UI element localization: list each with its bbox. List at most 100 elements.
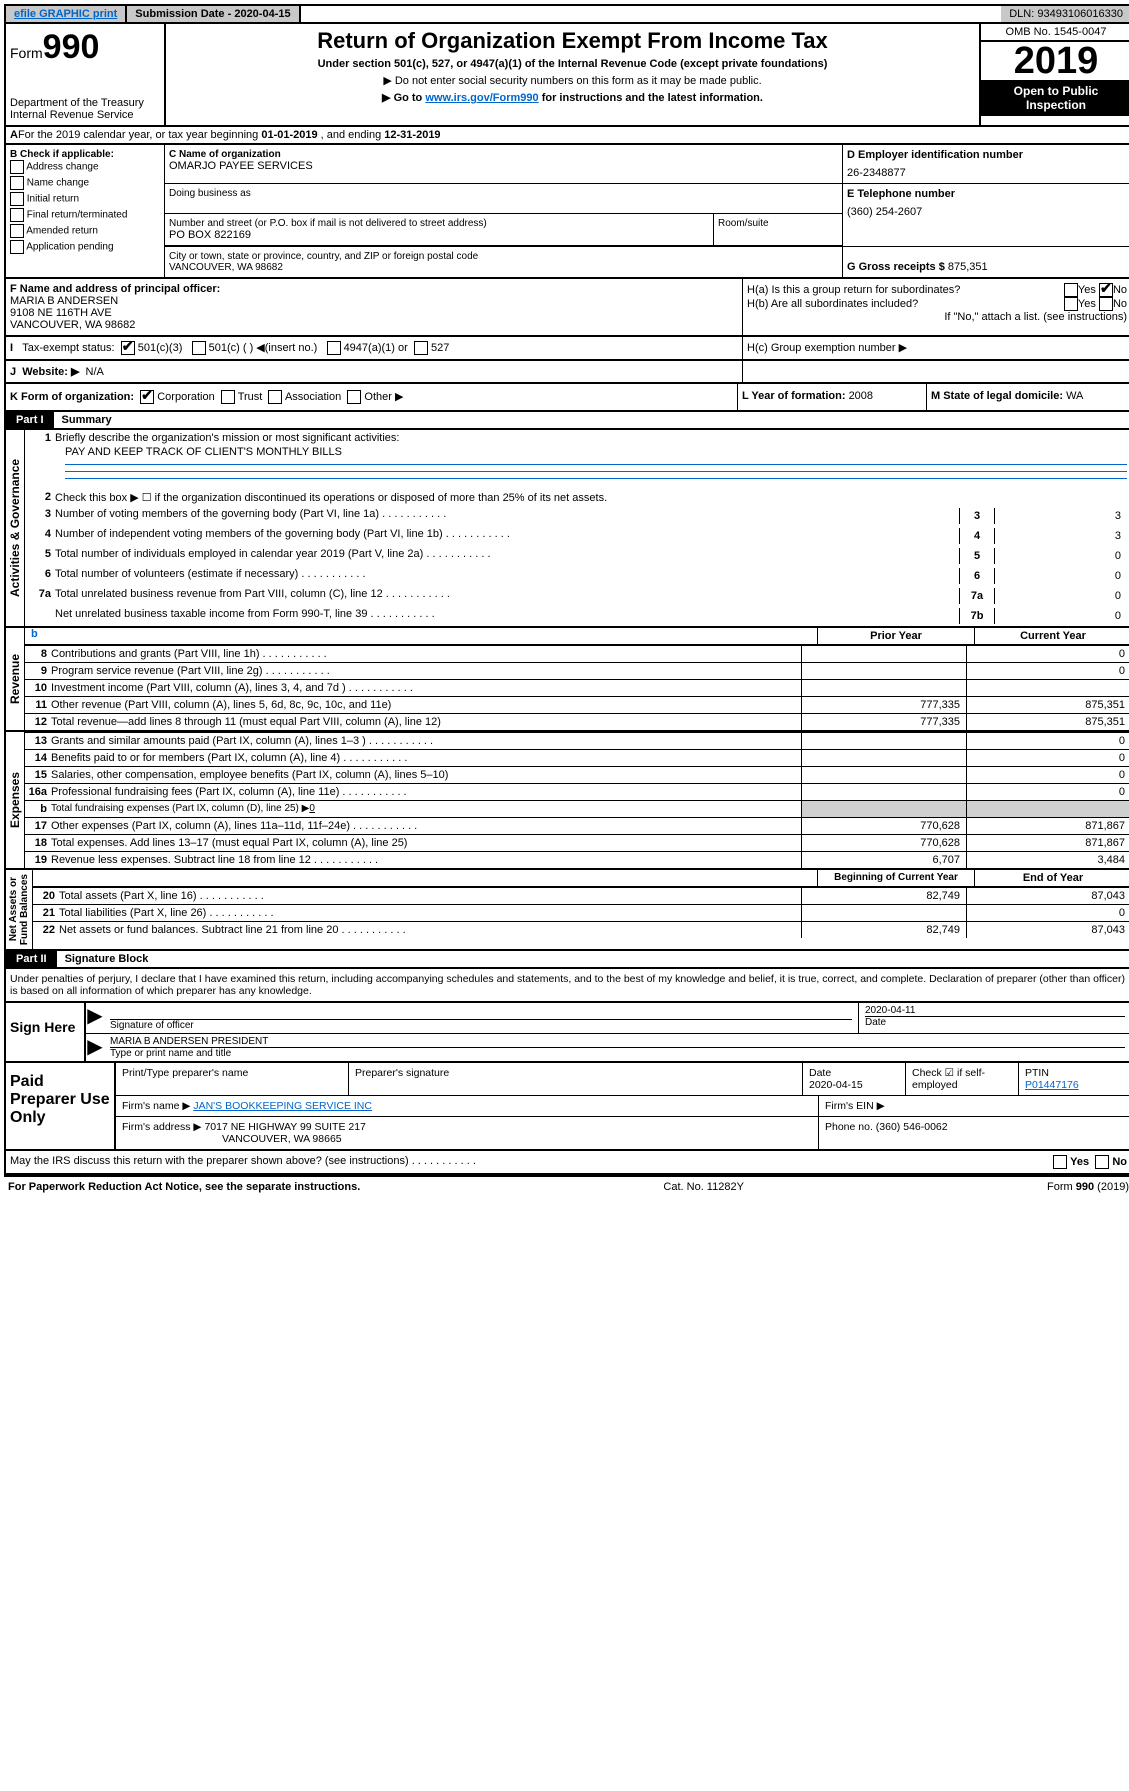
n22p: 82,749 <box>801 922 966 938</box>
l22: Net assets or fund balances. Subtract li… <box>59 922 801 938</box>
val-5: 0 <box>995 548 1127 564</box>
street-label: Number and street (or P.O. box if mail i… <box>169 218 709 229</box>
hdr-begin: Beginning of Current Year <box>817 870 974 886</box>
firm-addr2: VANCOUVER, WA 98665 <box>222 1133 342 1145</box>
dln: DLN: 93493106016330 <box>1001 6 1129 22</box>
f-label: F Name and address of principal officer: <box>10 283 738 295</box>
part2-title: Signature Block <box>57 951 157 967</box>
cb-ha-no[interactable] <box>1099 283 1113 297</box>
sign-arrow-icon-2: ▶ <box>86 1034 104 1061</box>
cb-hb-no[interactable] <box>1099 297 1113 311</box>
ha-label: H(a) Is this a group return for subordin… <box>747 284 960 296</box>
cb-initial-return[interactable] <box>10 192 24 206</box>
r11p: 777,335 <box>801 697 966 713</box>
line7b-text: Net unrelated business taxable income fr… <box>55 608 959 620</box>
sig-label: Signature of officer <box>110 1020 194 1031</box>
ptin-link[interactable]: P01447176 <box>1025 1079 1079 1091</box>
f-addr2: VANCOUVER, WA 98682 <box>10 319 738 331</box>
open-inspection: Open to Public Inspection <box>981 80 1129 116</box>
r11c: 875,351 <box>966 697 1129 713</box>
efile-link[interactable]: efile GRAPHIC print <box>14 8 117 20</box>
firm-link[interactable]: JAN'S BOOKKEEPING SERVICE INC <box>193 1100 372 1112</box>
e19p: 6,707 <box>801 852 966 868</box>
cb-ha-yes[interactable] <box>1064 283 1078 297</box>
e13c: 0 <box>966 733 1129 749</box>
cb-trust[interactable] <box>221 390 235 404</box>
hdr-end: End of Year <box>974 870 1129 886</box>
form-header: Form990 Department of the Treasury Inter… <box>4 24 1129 127</box>
ptin-label: PTIN <box>1025 1067 1049 1079</box>
part2-badge: Part II <box>6 951 57 967</box>
firm-addr-label: Firm's address ▶ <box>122 1121 202 1133</box>
line3-text: Number of voting members of the governin… <box>55 508 959 520</box>
l21: Total liabilities (Part X, line 26) <box>59 905 801 921</box>
val-3: 3 <box>995 508 1127 524</box>
tax-year: 2019 <box>981 42 1129 80</box>
cb-address-change[interactable] <box>10 160 24 174</box>
dept-treasury: Department of the Treasury Internal Reve… <box>10 97 160 121</box>
line4-text: Number of independent voting members of … <box>55 528 959 540</box>
e15c: 0 <box>966 767 1129 783</box>
cb-assoc[interactable] <box>268 390 282 404</box>
l10: Investment income (Part VIII, column (A)… <box>51 680 801 696</box>
firm-addr1: 7017 NE HIGHWAY 99 SUITE 217 <box>204 1121 365 1133</box>
e16ac: 0 <box>966 784 1129 800</box>
form-number: Form990 <box>10 28 160 67</box>
firm-phone: (360) 546-0062 <box>876 1121 948 1133</box>
officer-name: MARIA B ANDERSEN PRESIDENT <box>110 1036 1125 1048</box>
cb-amended[interactable] <box>10 224 24 238</box>
l14: Benefits paid to or for members (Part IX… <box>51 750 801 766</box>
street-value: PO BOX 822169 <box>169 229 709 241</box>
firm-phone-label: Phone no. <box>825 1121 876 1133</box>
line1-text: Briefly describe the organization's miss… <box>55 432 1127 444</box>
cb-app-pending[interactable] <box>10 240 24 254</box>
r12c: 875,351 <box>966 714 1129 730</box>
l9: Program service revenue (Part VIII, line… <box>51 663 801 679</box>
discuss-question: May the IRS discuss this return with the… <box>10 1155 476 1169</box>
footer-right: Form 990 (2019) <box>1047 1181 1129 1193</box>
hdr-curr: Current Year <box>974 628 1129 644</box>
d-ein-value: 26-2348877 <box>847 167 1127 179</box>
section-b: B Check if applicable: Address change Na… <box>6 145 165 277</box>
cb-other[interactable] <box>347 390 361 404</box>
l20: Total assets (Part X, line 16) <box>59 888 801 904</box>
hdr-prior: Prior Year <box>817 628 974 644</box>
prep-selfemp: Check ☑ if self-employed <box>906 1063 1019 1095</box>
cb-501c[interactable] <box>192 341 206 355</box>
cb-hb-yes[interactable] <box>1064 297 1078 311</box>
val-6: 0 <box>995 568 1127 584</box>
vlabel-revenue: Revenue <box>6 628 25 730</box>
cb-name-change[interactable] <box>10 176 24 190</box>
e-phone-value: (360) 254-2607 <box>847 206 1127 218</box>
sign-arrow-icon: ▶ <box>86 1003 104 1033</box>
footer-left: For Paperwork Reduction Act Notice, see … <box>8 1181 360 1193</box>
org-name: OMARJO PAYEE SERVICES <box>169 160 838 172</box>
firm-name-label: Firm's name ▶ <box>122 1100 190 1112</box>
e17c: 871,867 <box>966 818 1129 834</box>
n20c: 87,043 <box>966 888 1129 904</box>
line7a-text: Total unrelated business revenue from Pa… <box>55 588 959 600</box>
no-ssn-notice: ▶ Do not enter social security numbers o… <box>170 74 975 87</box>
cb-527[interactable] <box>414 341 428 355</box>
prep-date-label: Date <box>809 1067 831 1079</box>
cb-4947[interactable] <box>327 341 341 355</box>
e17p: 770,628 <box>801 818 966 834</box>
hb-label: H(b) Are all subordinates included? <box>747 298 918 310</box>
cb-discuss-no[interactable] <box>1095 1155 1109 1169</box>
cb-corp[interactable] <box>140 390 154 404</box>
e14c: 0 <box>966 750 1129 766</box>
section-a: AFor the 2019 calendar year, or tax year… <box>4 127 1129 145</box>
n21c: 0 <box>966 905 1129 921</box>
c-name-label: C Name of organization <box>169 149 838 160</box>
l8: Contributions and grants (Part VIII, lin… <box>51 646 801 662</box>
cb-final-return[interactable] <box>10 208 24 222</box>
irs-link[interactable]: www.irs.gov/Form990 <box>425 92 538 104</box>
cb-discuss-yes[interactable] <box>1053 1155 1067 1169</box>
hdr-b: b <box>25 628 817 644</box>
cb-501c3[interactable] <box>121 341 135 355</box>
r8c: 0 <box>966 646 1129 662</box>
e19c: 3,484 <box>966 852 1129 868</box>
e18p: 770,628 <box>801 835 966 851</box>
f-addr1: 9108 NE 116TH AVE <box>10 307 738 319</box>
val-4: 3 <box>995 528 1127 544</box>
